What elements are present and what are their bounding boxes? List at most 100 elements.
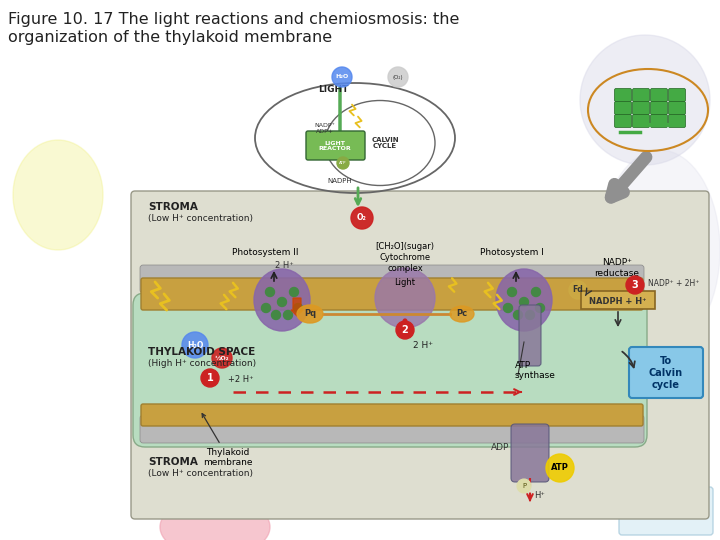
Ellipse shape bbox=[254, 269, 310, 331]
Circle shape bbox=[212, 348, 232, 368]
Text: LIGHT: LIGHT bbox=[318, 85, 348, 94]
Circle shape bbox=[271, 310, 281, 320]
Text: P: P bbox=[522, 483, 526, 489]
Text: To
Calvin
cycle: To Calvin cycle bbox=[649, 356, 683, 389]
Circle shape bbox=[396, 321, 414, 339]
Text: synthase: synthase bbox=[515, 371, 556, 380]
Text: NADP⁺
reductase: NADP⁺ reductase bbox=[595, 258, 639, 278]
Text: H⁺: H⁺ bbox=[534, 491, 546, 500]
Circle shape bbox=[277, 298, 287, 307]
FancyBboxPatch shape bbox=[306, 131, 365, 160]
Circle shape bbox=[569, 281, 587, 299]
Circle shape bbox=[182, 332, 208, 358]
FancyBboxPatch shape bbox=[141, 404, 643, 426]
FancyBboxPatch shape bbox=[141, 278, 643, 310]
FancyBboxPatch shape bbox=[131, 191, 709, 519]
FancyBboxPatch shape bbox=[668, 102, 685, 114]
Text: 2: 2 bbox=[402, 325, 408, 335]
FancyBboxPatch shape bbox=[650, 102, 667, 114]
FancyBboxPatch shape bbox=[511, 424, 549, 482]
Text: Pc: Pc bbox=[456, 309, 467, 319]
Text: 1: 1 bbox=[207, 373, 213, 383]
Circle shape bbox=[261, 303, 271, 313]
Ellipse shape bbox=[450, 306, 474, 322]
FancyBboxPatch shape bbox=[140, 265, 644, 293]
FancyBboxPatch shape bbox=[632, 114, 649, 127]
FancyBboxPatch shape bbox=[668, 89, 685, 102]
Text: 2 H⁺: 2 H⁺ bbox=[274, 261, 293, 270]
Circle shape bbox=[517, 479, 531, 493]
Circle shape bbox=[526, 310, 534, 320]
Text: Thylakoid
membrane: Thylakoid membrane bbox=[202, 414, 253, 467]
Text: NADPH + H⁺: NADPH + H⁺ bbox=[589, 296, 647, 306]
Text: ATP: ATP bbox=[339, 161, 347, 165]
FancyBboxPatch shape bbox=[140, 415, 644, 443]
Circle shape bbox=[513, 310, 523, 320]
Text: Fd: Fd bbox=[572, 286, 583, 294]
FancyBboxPatch shape bbox=[619, 487, 713, 535]
Text: NADPH: NADPH bbox=[328, 178, 352, 184]
Circle shape bbox=[351, 207, 373, 229]
Text: (Low H⁺ concentration): (Low H⁺ concentration) bbox=[148, 214, 253, 223]
Ellipse shape bbox=[297, 305, 323, 323]
FancyBboxPatch shape bbox=[614, 114, 631, 127]
FancyBboxPatch shape bbox=[629, 347, 703, 398]
Circle shape bbox=[284, 310, 292, 320]
Text: STROMA: STROMA bbox=[148, 457, 198, 467]
Text: (High H⁺ concentration): (High H⁺ concentration) bbox=[148, 359, 256, 368]
Ellipse shape bbox=[600, 150, 720, 350]
Ellipse shape bbox=[13, 140, 103, 250]
FancyBboxPatch shape bbox=[519, 305, 541, 366]
Text: (Low H⁺ concentration): (Low H⁺ concentration) bbox=[148, 469, 253, 478]
Text: CALVIN
CYCLE: CALVIN CYCLE bbox=[372, 137, 399, 150]
Text: ATP: ATP bbox=[551, 463, 569, 472]
FancyBboxPatch shape bbox=[133, 293, 647, 447]
Circle shape bbox=[546, 454, 574, 482]
FancyBboxPatch shape bbox=[650, 89, 667, 102]
Text: +2 H⁺: +2 H⁺ bbox=[228, 375, 253, 384]
Text: Light: Light bbox=[395, 278, 415, 287]
Text: Pq: Pq bbox=[304, 309, 316, 319]
Circle shape bbox=[536, 303, 544, 313]
Text: [CH₂O](sugar)
Cytochrome
complex: [CH₂O](sugar) Cytochrome complex bbox=[376, 242, 434, 273]
Text: Photosystem II: Photosystem II bbox=[232, 248, 299, 257]
FancyArrow shape bbox=[291, 298, 303, 316]
Text: 2 H⁺: 2 H⁺ bbox=[413, 341, 433, 350]
Ellipse shape bbox=[375, 268, 435, 328]
Text: 3: 3 bbox=[631, 280, 639, 290]
FancyBboxPatch shape bbox=[668, 114, 685, 127]
Text: NADP⁺ + 2H⁺: NADP⁺ + 2H⁺ bbox=[648, 279, 699, 287]
Text: ADP: ADP bbox=[491, 443, 509, 452]
Text: STROMA: STROMA bbox=[148, 202, 198, 212]
FancyBboxPatch shape bbox=[581, 291, 655, 309]
Circle shape bbox=[289, 287, 299, 296]
Circle shape bbox=[531, 287, 541, 296]
Circle shape bbox=[294, 303, 302, 313]
Text: LIGHT
REACTOR: LIGHT REACTOR bbox=[319, 140, 351, 151]
Text: O₂: O₂ bbox=[357, 213, 367, 222]
Circle shape bbox=[520, 298, 528, 307]
Text: H₂O: H₂O bbox=[336, 75, 348, 79]
Text: Figure 10. 17 The light reactions and chemiosmosis: the: Figure 10. 17 The light reactions and ch… bbox=[8, 12, 459, 27]
Text: Photosystem I: Photosystem I bbox=[480, 248, 544, 257]
Ellipse shape bbox=[496, 269, 552, 331]
Ellipse shape bbox=[580, 35, 710, 165]
Text: H₂O: H₂O bbox=[186, 341, 203, 349]
FancyBboxPatch shape bbox=[614, 102, 631, 114]
Circle shape bbox=[508, 287, 516, 296]
Text: THYLAKOID SPACE: THYLAKOID SPACE bbox=[148, 347, 256, 357]
FancyBboxPatch shape bbox=[632, 102, 649, 114]
FancyBboxPatch shape bbox=[650, 114, 667, 127]
Circle shape bbox=[337, 157, 349, 169]
Text: ATP: ATP bbox=[515, 361, 531, 370]
Text: organization of the thylakoid membrane: organization of the thylakoid membrane bbox=[8, 30, 332, 45]
Circle shape bbox=[626, 276, 644, 294]
FancyBboxPatch shape bbox=[614, 89, 631, 102]
Text: (O₂): (O₂) bbox=[392, 75, 403, 79]
Circle shape bbox=[503, 303, 513, 313]
Ellipse shape bbox=[160, 497, 270, 540]
Circle shape bbox=[201, 369, 219, 387]
Circle shape bbox=[388, 67, 408, 87]
FancyBboxPatch shape bbox=[632, 89, 649, 102]
Text: ½O₂: ½O₂ bbox=[215, 355, 229, 361]
